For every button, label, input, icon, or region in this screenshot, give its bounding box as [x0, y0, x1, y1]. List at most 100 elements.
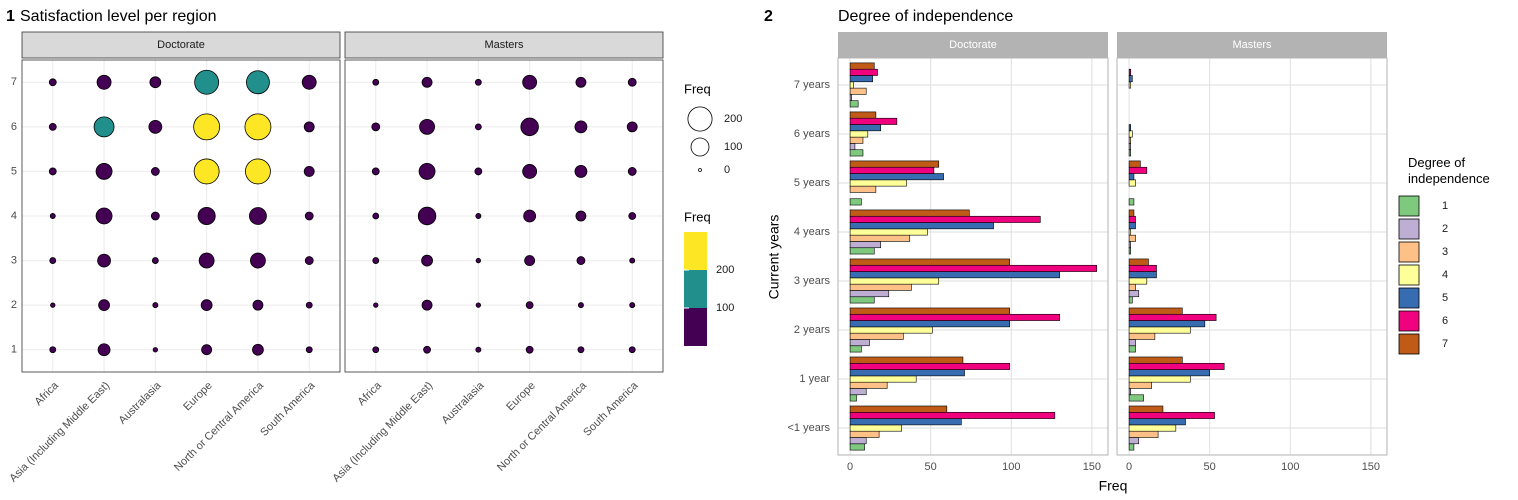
- bubble: [574, 120, 588, 134]
- bubble: [152, 347, 159, 353]
- bubble: [149, 76, 162, 89]
- bubble: [627, 77, 637, 87]
- bar: [1128, 124, 1132, 132]
- panel-label: 2: [764, 8, 773, 25]
- bar: [849, 362, 1010, 370]
- bar: [1128, 179, 1136, 187]
- colorbar-bin: [684, 270, 707, 308]
- bubble: [628, 212, 637, 220]
- bar: [849, 166, 935, 174]
- x-tick-label: Asia (Including Middle East): [330, 380, 435, 485]
- bar: [1128, 241, 1132, 249]
- bar: [849, 173, 944, 181]
- facet-label: Doctorate: [949, 39, 997, 51]
- bar: [1128, 307, 1183, 315]
- legend-label: 200: [724, 113, 742, 125]
- y-tick-label: 7: [11, 76, 17, 88]
- bubble: [421, 299, 433, 311]
- facet-label: Masters: [484, 39, 524, 51]
- bubble: [49, 257, 57, 264]
- legend-size-key: [698, 168, 702, 172]
- bubble: [371, 167, 380, 176]
- bar: [1128, 173, 1135, 181]
- bar: [1128, 356, 1183, 364]
- bar: [1128, 143, 1132, 151]
- bar: [1128, 443, 1135, 451]
- legend-key: [1398, 287, 1420, 309]
- colorbar-bin: [684, 232, 707, 270]
- bubble: [417, 206, 437, 226]
- bubble: [576, 256, 586, 265]
- bubble: [50, 302, 56, 308]
- chart-title: Degree of independence: [838, 8, 1013, 25]
- bar: [1128, 339, 1136, 347]
- bar: [1128, 264, 1157, 272]
- bar: [1128, 405, 1164, 413]
- y-tick-label: 6: [11, 121, 17, 133]
- bar: [849, 179, 907, 187]
- bar: [1128, 437, 1140, 445]
- bar: [1128, 313, 1217, 321]
- bubble: [577, 346, 585, 354]
- x-tick-label: 0: [1126, 461, 1132, 473]
- bar: [1128, 136, 1132, 144]
- bar: [1128, 388, 1132, 396]
- bar: [849, 326, 933, 334]
- bubble: [418, 163, 436, 180]
- bubble: [303, 121, 315, 133]
- plot-panel: [838, 58, 1108, 455]
- legend-key: [1398, 310, 1420, 332]
- bar: [849, 258, 1010, 266]
- x-tick-label: Africa: [356, 379, 385, 408]
- facet-label: Doctorate: [157, 39, 205, 51]
- bar: [849, 437, 867, 445]
- bar: [849, 388, 867, 396]
- bubble: [372, 257, 380, 264]
- legend-title: Degree of independence: [1408, 155, 1490, 186]
- bar: [1128, 81, 1132, 89]
- bar: [849, 394, 857, 402]
- bar: [849, 215, 1041, 223]
- bubble: [520, 117, 539, 137]
- bar: [1128, 411, 1215, 419]
- legend-label: 7: [1442, 338, 1448, 350]
- bar: [1128, 234, 1136, 242]
- bar: [849, 234, 911, 242]
- legend-title: Freq: [684, 209, 711, 224]
- bubble: [97, 253, 111, 268]
- bubble: [150, 167, 160, 176]
- x-tick-label: 150: [1362, 461, 1380, 473]
- bar: [849, 136, 864, 144]
- bar: [849, 356, 964, 364]
- bar: [849, 411, 1056, 419]
- bubble: [629, 302, 636, 309]
- panel-border: [344, 59, 664, 373]
- bar: [849, 149, 864, 157]
- bubble: [252, 299, 264, 311]
- bar: [849, 143, 856, 151]
- bubble: [628, 346, 636, 354]
- y-tick-label: 2 years: [794, 324, 831, 336]
- bar: [849, 264, 1098, 272]
- bar: [1128, 247, 1132, 255]
- legend-label: 1: [1442, 200, 1448, 212]
- bubble: [525, 345, 534, 354]
- legend-label: 4: [1442, 269, 1448, 281]
- bar: [849, 228, 928, 236]
- bubble: [95, 163, 113, 180]
- bubble: [304, 211, 314, 221]
- bubble: [577, 302, 584, 309]
- bubble: [304, 256, 314, 265]
- bar: [849, 405, 948, 413]
- y-tick-label: 3: [11, 254, 17, 266]
- x-tick-label: Europe: [504, 380, 538, 414]
- x-axis-title: Freq: [1099, 478, 1128, 494]
- bubble: [423, 345, 431, 354]
- bubble: [150, 211, 160, 221]
- x-tick-label: Europe: [181, 380, 215, 414]
- bar: [1128, 362, 1225, 370]
- bubble: [48, 167, 57, 176]
- bar: [1128, 381, 1152, 389]
- bar: [1128, 394, 1144, 402]
